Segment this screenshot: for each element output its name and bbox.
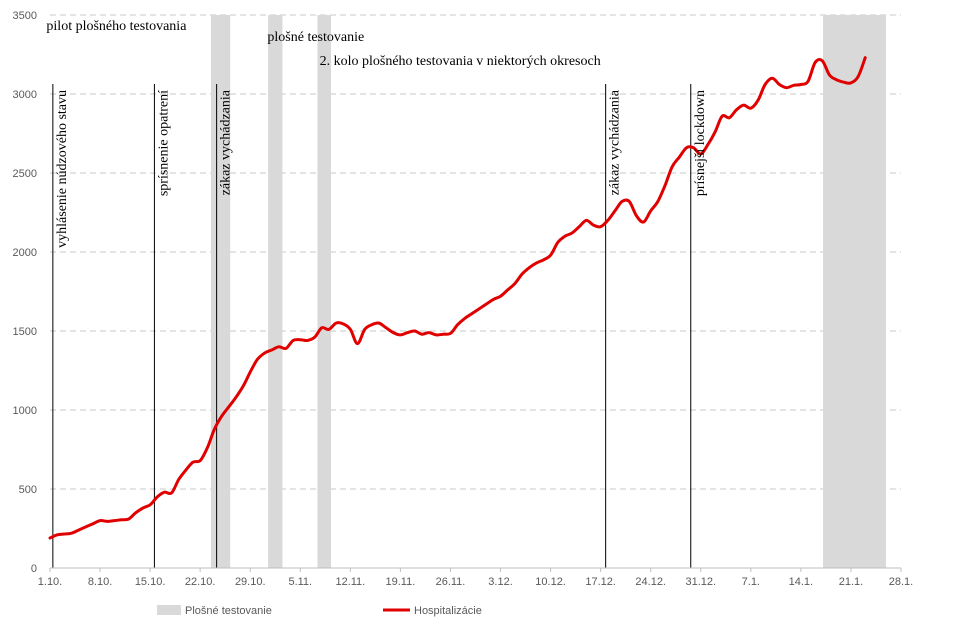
x-tick-label: 26.11. (436, 576, 466, 588)
x-tick-label: 5.11. (288, 576, 312, 588)
x-tick-label: 24.12. (635, 576, 666, 588)
x-tick-label: 28.1. (889, 576, 913, 588)
legend-line-label: Hospitalizácie (414, 605, 482, 617)
testing-band (823, 15, 886, 568)
x-tick-label: 12.11. (335, 576, 365, 588)
event-label: sprísnenie opatrení (156, 90, 171, 196)
annotation-text: plošné testovanie (267, 30, 364, 45)
x-tick-label: 3.12. (488, 576, 512, 588)
event-label: prísnejší lockdown (693, 90, 708, 196)
x-tick-label: 8.10. (88, 576, 112, 588)
testing-bands (210, 15, 886, 568)
annotation-text: 2. kolo plošného testovania v niektorých… (320, 54, 601, 69)
legend-band-label: Plošné testovanie (185, 605, 272, 617)
x-tick-label: 21.1. (839, 576, 863, 588)
event-label: zákaz vychádzania (219, 89, 234, 195)
gridlines (50, 14, 901, 490)
x-tick-label: 19.11. (386, 576, 416, 588)
y-tick-label: 500 (19, 484, 37, 496)
legend: Plošné testovanie Hospitalizácie (157, 605, 482, 617)
x-tick-label: 22.10. (185, 576, 216, 588)
x-tick-label: 10.12. (535, 576, 566, 588)
event-label: zákaz vychádzania (608, 89, 623, 195)
y-tick-label: 2000 (13, 247, 37, 259)
annotation-layer: vyhlásenie núdzového stavu sprísnenie opa… (46, 19, 707, 248)
x-tick-label: 7.1. (742, 576, 760, 588)
annotation-text: pilot plošného testovania (46, 19, 187, 34)
event-label: vyhlásenie núdzového stavu (55, 90, 70, 248)
y-tick-label: 2500 (13, 168, 37, 180)
x-tick-label: 17.12. (585, 576, 616, 588)
testing-band (268, 15, 283, 568)
testing-band (317, 15, 332, 568)
series-layer (48, 56, 867, 540)
x-tick-label: 31.12. (685, 576, 716, 588)
x-tick-label: 14.1. (789, 576, 813, 588)
x-tick-label: 1.10. (38, 576, 62, 588)
x-tick-label: 15.10. (135, 576, 166, 588)
y-tick-label: 3000 (13, 89, 37, 101)
y-tick-label: 1000 (13, 405, 37, 417)
x-tick-label: 29.10. (235, 576, 266, 588)
axes: 0 500 1000 1500 2000 2500 3000 3500 1.10. 8.10. 15… (13, 10, 914, 588)
series-line-hospitalizacie (48, 56, 867, 540)
y-tick-label: 0 (31, 563, 37, 575)
legend-band-swatch (157, 605, 181, 615)
y-tick-label: 1500 (13, 326, 37, 338)
y-tick-label: 3500 (13, 10, 37, 22)
event-lines (52, 84, 692, 568)
